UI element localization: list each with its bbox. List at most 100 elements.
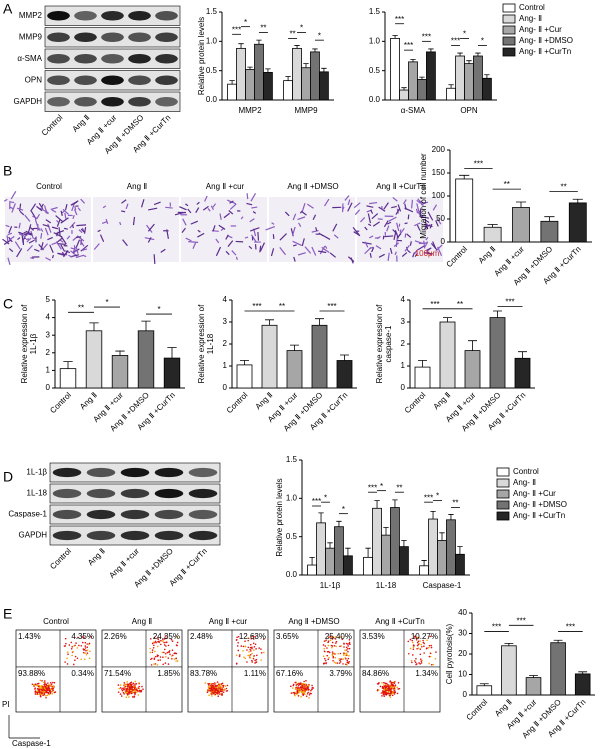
stained-cell [292, 244, 297, 247]
stained-cell [51, 226, 58, 230]
blot-band [128, 11, 151, 21]
flow-event [329, 639, 332, 641]
flow-event [217, 687, 219, 689]
blot-band [74, 32, 97, 42]
flow-event [67, 653, 69, 656]
flow-event [153, 641, 155, 644]
flow-event [66, 657, 68, 660]
stained-cell [42, 223, 50, 228]
flow-event [159, 656, 162, 658]
flow-event [246, 661, 248, 663]
flow-event [126, 691, 129, 694]
stained-cell [185, 237, 192, 242]
flow-event [327, 650, 330, 653]
flow-event [390, 690, 393, 693]
flow-event [412, 648, 415, 651]
bar [245, 69, 255, 101]
flow-event [215, 689, 217, 691]
flow-event [38, 691, 41, 694]
error-bar [448, 514, 454, 520]
flow-event [345, 642, 348, 645]
x-tick-label: Control [48, 390, 73, 415]
blot-band [120, 530, 150, 541]
flow-event [293, 693, 296, 695]
flow-event [222, 684, 224, 687]
flow-event [225, 687, 228, 690]
stained-cell [40, 232, 43, 239]
stained-cell [63, 250, 69, 258]
stained-cell [250, 193, 257, 202]
error-bar [374, 500, 380, 509]
stained-cell [435, 244, 443, 252]
flow-event [295, 684, 298, 686]
flow-event [263, 651, 265, 654]
flow-event [159, 643, 162, 646]
stained-cell [359, 217, 366, 223]
stained-cell [244, 236, 249, 239]
blot-band [52, 509, 82, 520]
flow-event [247, 639, 250, 642]
panel-label: D [3, 469, 13, 485]
flow-event [324, 645, 327, 647]
error-bar [428, 48, 434, 52]
stained-cell [292, 240, 302, 247]
stained-cell [370, 209, 374, 214]
stained-cell [60, 217, 69, 224]
flow-event [64, 637, 67, 640]
stained-cell [50, 206, 58, 211]
stained-cell [132, 216, 136, 226]
significance-label: *** [252, 302, 261, 311]
flow-event [151, 657, 153, 660]
stained-cell [311, 246, 317, 256]
error-bar [265, 68, 271, 73]
flow-event [131, 688, 134, 691]
flow-event [176, 660, 179, 662]
x-tick-label: Control [465, 697, 490, 722]
quadrant-percent: 12.63% [239, 632, 266, 641]
y-axis-label: Relative expression of [197, 304, 206, 383]
flow-event [128, 693, 130, 695]
quadrant-percent: 2.26% [104, 632, 127, 641]
stained-cell [14, 241, 21, 250]
stained-cell [197, 232, 205, 238]
flow-event [377, 683, 380, 685]
stained-cell [47, 236, 53, 241]
flow-event [298, 682, 301, 685]
flow-event [34, 688, 36, 690]
error-bar [167, 347, 177, 359]
flow-event [157, 638, 160, 641]
flow-event [394, 691, 397, 694]
legend-label: Ang- Ⅱ +CurTn [519, 47, 571, 56]
flow-event [70, 647, 73, 650]
flow-event [347, 645, 349, 647]
flow-event [117, 691, 120, 693]
bar [408, 61, 418, 101]
stained-cell [49, 244, 54, 254]
flow-event [64, 645, 67, 647]
flow-event [206, 691, 209, 694]
blot-band [47, 11, 70, 21]
significance-label: *** [422, 32, 431, 41]
stained-cell [160, 248, 166, 253]
y-axis-label: Cell pyrotosis(%) [445, 623, 454, 684]
flow-event [247, 646, 250, 649]
flow-event [295, 686, 297, 689]
flow-event [65, 642, 67, 645]
flow-event [338, 662, 341, 664]
stained-cell [389, 247, 393, 254]
blot-lane-label: Control [40, 113, 65, 138]
stained-cell [437, 218, 442, 225]
flow-event [139, 689, 141, 692]
quadrant-percent: 1.34% [415, 669, 438, 678]
legend-swatch [502, 3, 516, 13]
flow-event [129, 682, 131, 685]
legend-label: Ang- Ⅱ +CurTn [513, 511, 565, 520]
stained-cell [426, 251, 432, 256]
legend-label: Control [513, 467, 539, 476]
flow-event [248, 650, 250, 653]
stained-cell [248, 245, 253, 250]
x-tick-label: α-SMA [401, 106, 426, 115]
flow-event [297, 686, 299, 688]
flow-event [168, 651, 170, 654]
flow-event [324, 650, 326, 653]
